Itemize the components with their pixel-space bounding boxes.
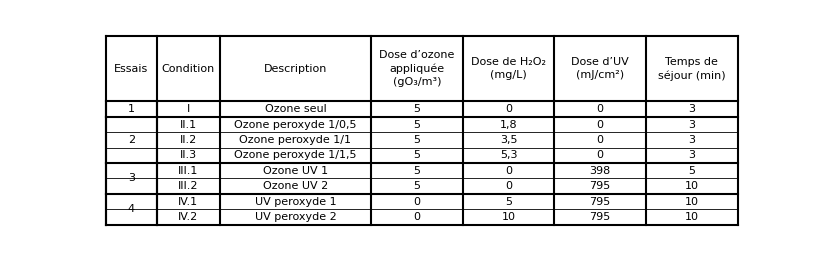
Text: UV peroxyde 1: UV peroxyde 1 (254, 197, 337, 207)
Text: Ozone UV 2: Ozone UV 2 (263, 181, 328, 191)
Text: Essais: Essais (114, 64, 148, 74)
Text: 795: 795 (589, 181, 611, 191)
Bar (106, 194, 156, 225)
Text: 1,8: 1,8 (500, 119, 518, 130)
Text: 5: 5 (688, 166, 695, 176)
Text: 5,3: 5,3 (500, 150, 518, 160)
Text: 3,5: 3,5 (500, 135, 518, 145)
Text: 0: 0 (597, 135, 604, 145)
Text: 10: 10 (501, 212, 516, 222)
Text: 10: 10 (685, 197, 699, 207)
Text: 0: 0 (413, 197, 421, 207)
Text: Dose de H₂O₂
(mg/L): Dose de H₂O₂ (mg/L) (471, 57, 546, 80)
Text: II.1: II.1 (179, 119, 197, 130)
Text: Dose d’ozone
appliquée
(gO₃/m³): Dose d’ozone appliquée (gO₃/m³) (379, 50, 455, 87)
Text: 5: 5 (505, 197, 512, 207)
Text: Temps de
séjour (min): Temps de séjour (min) (658, 57, 726, 81)
Text: 0: 0 (597, 150, 604, 160)
Text: 3: 3 (688, 119, 695, 130)
Text: III.1: III.1 (178, 166, 198, 176)
Text: II.2: II.2 (179, 135, 197, 145)
Text: 2: 2 (128, 135, 135, 145)
Text: 5: 5 (413, 150, 421, 160)
Text: 795: 795 (589, 212, 611, 222)
Text: Ozone UV 1: Ozone UV 1 (263, 166, 328, 176)
Text: Condition: Condition (161, 64, 215, 74)
Text: II.3: II.3 (179, 150, 197, 160)
Text: Ozone seul: Ozone seul (265, 104, 327, 114)
Bar (106, 117, 156, 163)
Text: III.2: III.2 (178, 181, 198, 191)
Text: Description: Description (264, 64, 328, 74)
Text: 3: 3 (688, 150, 695, 160)
Text: Ozone peroxyde 1/1,5: Ozone peroxyde 1/1,5 (235, 150, 356, 160)
Text: 0: 0 (597, 119, 604, 130)
Text: 5: 5 (413, 181, 421, 191)
Text: Ozone peroxyde 1/1: Ozone peroxyde 1/1 (239, 135, 351, 145)
Text: 0: 0 (505, 104, 512, 114)
Text: IV.1: IV.1 (178, 197, 198, 207)
Text: 0: 0 (505, 166, 512, 176)
Text: 4: 4 (128, 204, 135, 214)
Text: 10: 10 (685, 212, 699, 222)
Text: 0: 0 (597, 104, 604, 114)
Text: 3: 3 (688, 135, 695, 145)
Text: 3: 3 (128, 173, 135, 183)
Text: IV.2: IV.2 (178, 212, 198, 222)
Text: 5: 5 (413, 119, 421, 130)
Text: 795: 795 (589, 197, 611, 207)
Bar (106, 163, 156, 194)
Text: I: I (187, 104, 190, 114)
Text: UV peroxyde 2: UV peroxyde 2 (254, 212, 337, 222)
Bar (106, 101, 156, 117)
Text: 0: 0 (413, 212, 421, 222)
Text: Ozone peroxyde 1/0,5: Ozone peroxyde 1/0,5 (235, 119, 356, 130)
Text: 3: 3 (688, 104, 695, 114)
Text: 5: 5 (413, 166, 421, 176)
Text: 10: 10 (685, 181, 699, 191)
Text: 5: 5 (413, 135, 421, 145)
Text: 398: 398 (589, 166, 611, 176)
Text: Dose d’UV
(mJ/cm²): Dose d’UV (mJ/cm²) (571, 57, 629, 80)
Text: 0: 0 (505, 181, 512, 191)
Text: 5: 5 (413, 104, 421, 114)
Text: 1: 1 (128, 104, 135, 114)
